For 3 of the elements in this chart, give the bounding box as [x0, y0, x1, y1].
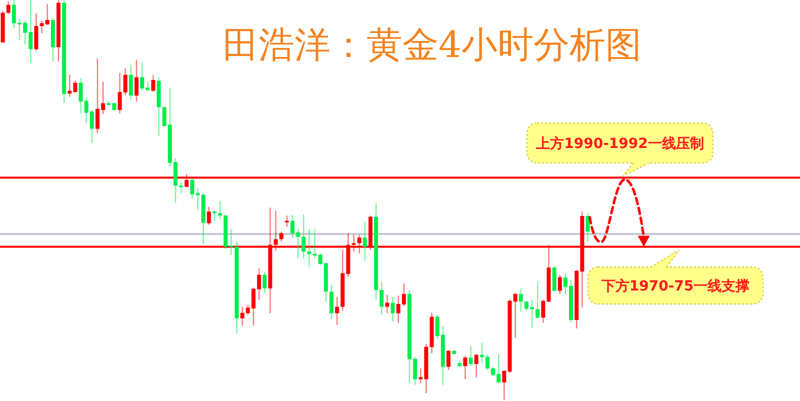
- annotation: 下方1970-75一线支撑: [601, 278, 750, 294]
- annotation: 上方1990-1992一线压制: [536, 136, 704, 152]
- title: 田浩洋：黄金4小时分析图: [222, 25, 642, 66]
